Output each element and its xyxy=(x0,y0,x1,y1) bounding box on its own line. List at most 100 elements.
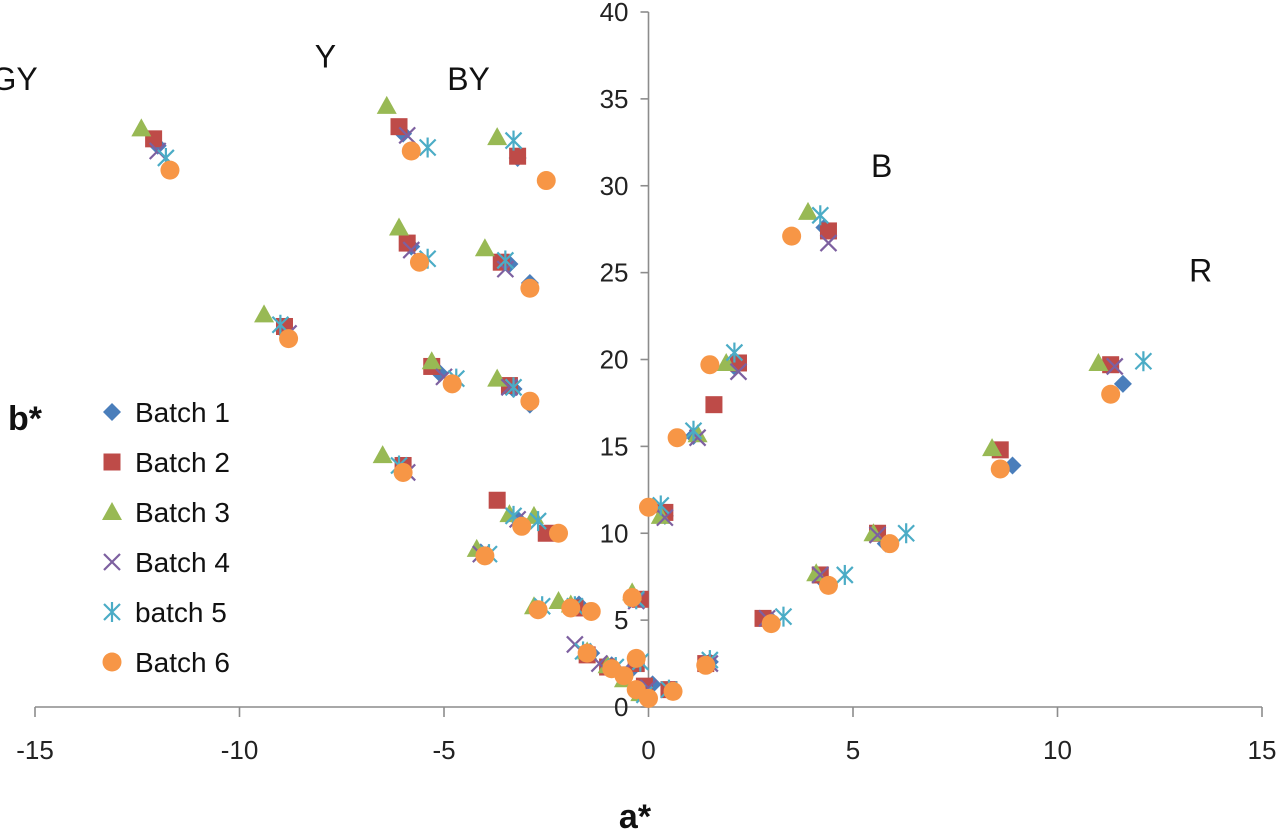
y-axis-title: b* xyxy=(8,400,43,438)
data-point xyxy=(500,378,519,397)
x-tick-label: 15 xyxy=(1248,735,1277,765)
data-point xyxy=(487,368,508,387)
data-point xyxy=(398,234,416,252)
x-tick-label: 5 xyxy=(846,735,860,765)
x-tick-label: -10 xyxy=(221,735,259,765)
data-point xyxy=(1113,374,1132,393)
data-point xyxy=(614,666,634,686)
legend: Batch 1 Batch 2 Batch 3 Batch 4 batch 5 Batch… xyxy=(102,397,230,678)
data-point xyxy=(990,459,1010,479)
legend-marker xyxy=(102,502,122,520)
data-point xyxy=(1088,352,1109,371)
data-point xyxy=(528,600,548,620)
data-point xyxy=(520,278,540,298)
data-point xyxy=(254,304,275,323)
data-point xyxy=(667,428,687,448)
legend-item-batch-3: Batch 3 xyxy=(102,497,230,528)
legend-item-batch-1: Batch 1 xyxy=(103,397,230,428)
y-tick-label: 0 xyxy=(614,692,628,722)
data-point xyxy=(512,516,532,536)
y-tick-label: 5 xyxy=(614,605,628,635)
data-point xyxy=(581,601,601,621)
y-tick-label: 30 xyxy=(600,171,629,201)
series-batch-2 xyxy=(145,118,1120,699)
data-point xyxy=(982,438,1003,457)
series-batch-4 xyxy=(148,126,1124,697)
series-batch-1 xyxy=(148,124,1132,701)
x-tick-label: 0 xyxy=(641,735,655,765)
y-tick-label: 25 xyxy=(600,258,629,288)
region-label-b: B xyxy=(871,148,892,184)
data-point xyxy=(549,523,569,543)
legend-label: batch 5 xyxy=(135,597,227,628)
data-point xyxy=(401,141,421,161)
y-tick-label: 20 xyxy=(600,345,629,375)
legend-item-batch-5: batch 5 xyxy=(103,597,227,628)
data-point xyxy=(520,391,540,411)
data-point xyxy=(725,342,744,363)
series-batch-5 xyxy=(157,130,1153,705)
region-label-r: R xyxy=(1189,252,1212,288)
data-point xyxy=(496,250,515,271)
legend-marker xyxy=(103,553,121,571)
data-point xyxy=(700,355,720,375)
data-point xyxy=(626,680,646,700)
data-point xyxy=(577,643,597,663)
data-point xyxy=(897,523,915,544)
axes: -15 -10 -5 0 5 10 15 0 5 10 15 20 25 30 35 40 xyxy=(16,0,1276,765)
legend-label: Batch 2 xyxy=(135,447,230,478)
data-point xyxy=(488,491,506,509)
data-point xyxy=(684,420,703,441)
data-point xyxy=(1134,351,1153,372)
legend-label: Batch 6 xyxy=(135,647,230,678)
data-point xyxy=(160,160,180,180)
data-point xyxy=(279,329,299,349)
legend-marker xyxy=(103,602,121,622)
data-point xyxy=(696,655,716,675)
legend-marker xyxy=(102,652,122,672)
data-point xyxy=(393,462,413,482)
data-point xyxy=(529,511,547,532)
data-point xyxy=(1101,384,1121,404)
series-batch-6 xyxy=(160,141,1121,708)
legend-item-batch-6: Batch 6 xyxy=(102,647,230,678)
data-point xyxy=(622,588,642,608)
y-tick-label: 10 xyxy=(600,518,629,548)
data-point xyxy=(716,352,737,371)
y-tick-label: 15 xyxy=(600,431,629,461)
data-point xyxy=(372,445,393,464)
data-point xyxy=(1105,357,1124,376)
data-point xyxy=(474,238,495,257)
data-point xyxy=(836,564,854,585)
data-point xyxy=(663,681,683,701)
x-tick-label: -5 xyxy=(432,735,455,765)
data-points xyxy=(131,95,1153,708)
region-label-gy: GY xyxy=(0,61,38,97)
data-point xyxy=(376,95,397,114)
data-point xyxy=(442,374,462,394)
data-point xyxy=(819,222,837,240)
data-point xyxy=(504,377,523,398)
y-tick-label: 40 xyxy=(600,0,629,27)
data-point xyxy=(561,598,581,618)
legend-label: Batch 1 xyxy=(135,397,230,428)
data-point xyxy=(729,362,748,381)
region-labels: GY Y BY B R xyxy=(0,39,1212,289)
data-point xyxy=(819,234,838,252)
data-point xyxy=(639,497,658,517)
data-point xyxy=(798,201,819,220)
data-point xyxy=(504,130,523,151)
data-point xyxy=(782,226,802,246)
data-point xyxy=(536,171,556,191)
data-point xyxy=(880,534,900,554)
legend-item-batch-2: Batch 2 xyxy=(103,447,230,478)
data-point xyxy=(389,217,410,236)
data-point xyxy=(398,126,416,145)
data-point xyxy=(409,252,429,272)
region-label-by: BY xyxy=(447,61,490,97)
data-point xyxy=(131,118,152,137)
data-point xyxy=(818,575,838,595)
region-label-y: Y xyxy=(315,39,336,75)
data-point xyxy=(705,396,723,414)
